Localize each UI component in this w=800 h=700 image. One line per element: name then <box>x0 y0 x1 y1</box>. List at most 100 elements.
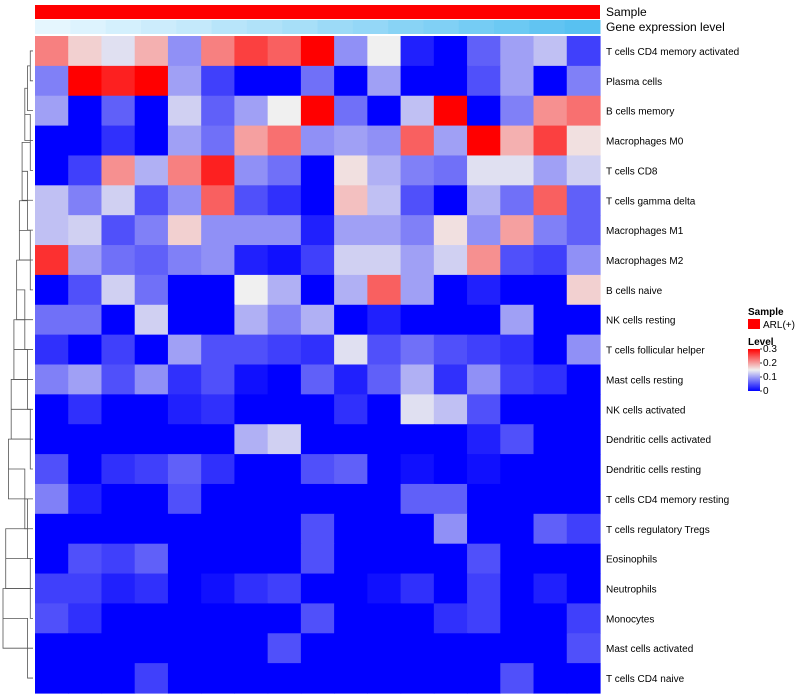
heatmap-cell <box>35 65 69 97</box>
heatmap-cell <box>500 125 535 157</box>
heatmap-cell <box>300 304 335 336</box>
heatmap-cell <box>300 483 335 515</box>
heatmap-cell <box>367 543 402 575</box>
heatmap-cell <box>433 215 468 246</box>
heatmap-cell <box>68 543 103 575</box>
row-label: Monocytes <box>606 614 654 625</box>
heatmap-cell <box>533 394 568 425</box>
heatmap-cell <box>267 274 302 306</box>
heatmap-cell <box>367 215 402 246</box>
heatmap-cell <box>68 245 103 276</box>
legend-color-bar <box>748 349 760 391</box>
heatmap-cell <box>467 603 501 634</box>
heatmap-cell <box>566 483 601 515</box>
heatmap-cell <box>367 274 402 306</box>
heatmap-cell <box>433 65 468 97</box>
heatmap-cell <box>267 603 302 634</box>
heatmap-cell <box>367 394 402 425</box>
heatmap-cell <box>201 424 236 455</box>
row-label: T cells gamma delta <box>606 196 696 207</box>
heatmap-cell <box>467 125 501 157</box>
heatmap-cell <box>533 513 568 545</box>
heatmap-cell <box>400 424 435 455</box>
heatmap-cell <box>566 155 601 186</box>
heatmap-cell <box>167 454 202 485</box>
heatmap-cell <box>433 125 468 157</box>
heatmap-cell <box>101 65 136 97</box>
heatmap-cell <box>201 65 236 97</box>
heatmap-cell <box>267 245 302 276</box>
row-label: NK cells resting <box>606 316 675 327</box>
heatmap-cell <box>234 215 269 246</box>
heatmap-cell <box>367 155 402 186</box>
heatmap-cell <box>267 394 302 425</box>
heatmap-cell <box>400 65 435 97</box>
heatmap-cell <box>101 603 136 634</box>
heatmap-cell <box>334 603 368 634</box>
heatmap-cell <box>334 513 368 545</box>
heatmap-cell <box>201 125 236 157</box>
row-label: T cells CD4 memory activated <box>606 47 739 58</box>
heatmap-cell <box>201 364 236 395</box>
dendrogram-branch <box>16 289 33 350</box>
heatmap-cell <box>134 215 169 246</box>
heatmap-cell <box>167 513 202 545</box>
heatmap-cell <box>334 304 368 336</box>
legend-tick-label: 0.2 <box>763 358 777 369</box>
dendrogram-branch <box>3 617 33 679</box>
heatmap-cell <box>267 633 302 664</box>
heatmap-cell <box>500 95 535 127</box>
legend-tick-label: 0.3 <box>763 344 777 355</box>
legend-sample-title: Sample <box>748 307 784 318</box>
row-label: Macrophages M2 <box>606 256 684 267</box>
row-label: B cells memory <box>606 107 674 118</box>
heatmap-cell <box>234 155 269 186</box>
heatmap-cell <box>300 633 335 664</box>
heatmap-cell <box>300 573 335 605</box>
heatmap-cell <box>334 65 368 97</box>
heatmap-cell <box>533 185 568 216</box>
heatmap-cell <box>367 364 402 395</box>
heatmap-cell <box>267 125 302 157</box>
heatmap-cell <box>400 155 435 186</box>
heatmap-cell <box>35 394 69 425</box>
row-label: Macrophages M1 <box>606 226 684 237</box>
heatmap-cell <box>300 424 335 455</box>
heatmap-cell <box>134 95 169 127</box>
expression-track-cell <box>458 20 495 34</box>
heatmap-cell <box>533 603 568 634</box>
heatmap-cell <box>267 65 302 97</box>
heatmap-cell <box>433 304 468 336</box>
heatmap-cell <box>267 215 302 246</box>
heatmap-cell <box>300 245 335 276</box>
heatmap-cell <box>234 125 269 157</box>
heatmap-cell <box>201 394 236 425</box>
heatmap-cell <box>134 65 169 97</box>
heatmap-cell <box>101 364 136 395</box>
heatmap-cell <box>234 513 269 545</box>
heatmap-cell <box>334 394 368 425</box>
heatmap-cell <box>300 603 335 634</box>
heatmap-cell <box>167 215 202 246</box>
heatmap-cell <box>234 274 269 306</box>
heatmap-cell <box>433 364 468 395</box>
heatmap-cell <box>101 543 136 575</box>
heatmap-cell <box>35 36 69 67</box>
heatmap-cell <box>201 633 236 664</box>
heatmap-cell <box>500 573 535 605</box>
expression-track-label: Gene expression level <box>606 20 725 34</box>
heatmap-cell <box>68 155 103 186</box>
heatmap-cell <box>134 304 169 336</box>
heatmap-cell <box>68 663 103 694</box>
heatmap-cell <box>234 394 269 425</box>
heatmap-cell <box>467 155 501 186</box>
heatmap-cell <box>201 603 236 634</box>
heatmap-cell <box>101 633 136 664</box>
heatmap-cell <box>101 36 136 67</box>
heatmap-cell <box>566 95 601 127</box>
heatmap-cell <box>500 155 535 186</box>
heatmap-cell <box>134 364 169 395</box>
heatmap-cell <box>533 483 568 515</box>
heatmap-cell <box>533 36 568 67</box>
heatmap-cell <box>500 483 535 515</box>
